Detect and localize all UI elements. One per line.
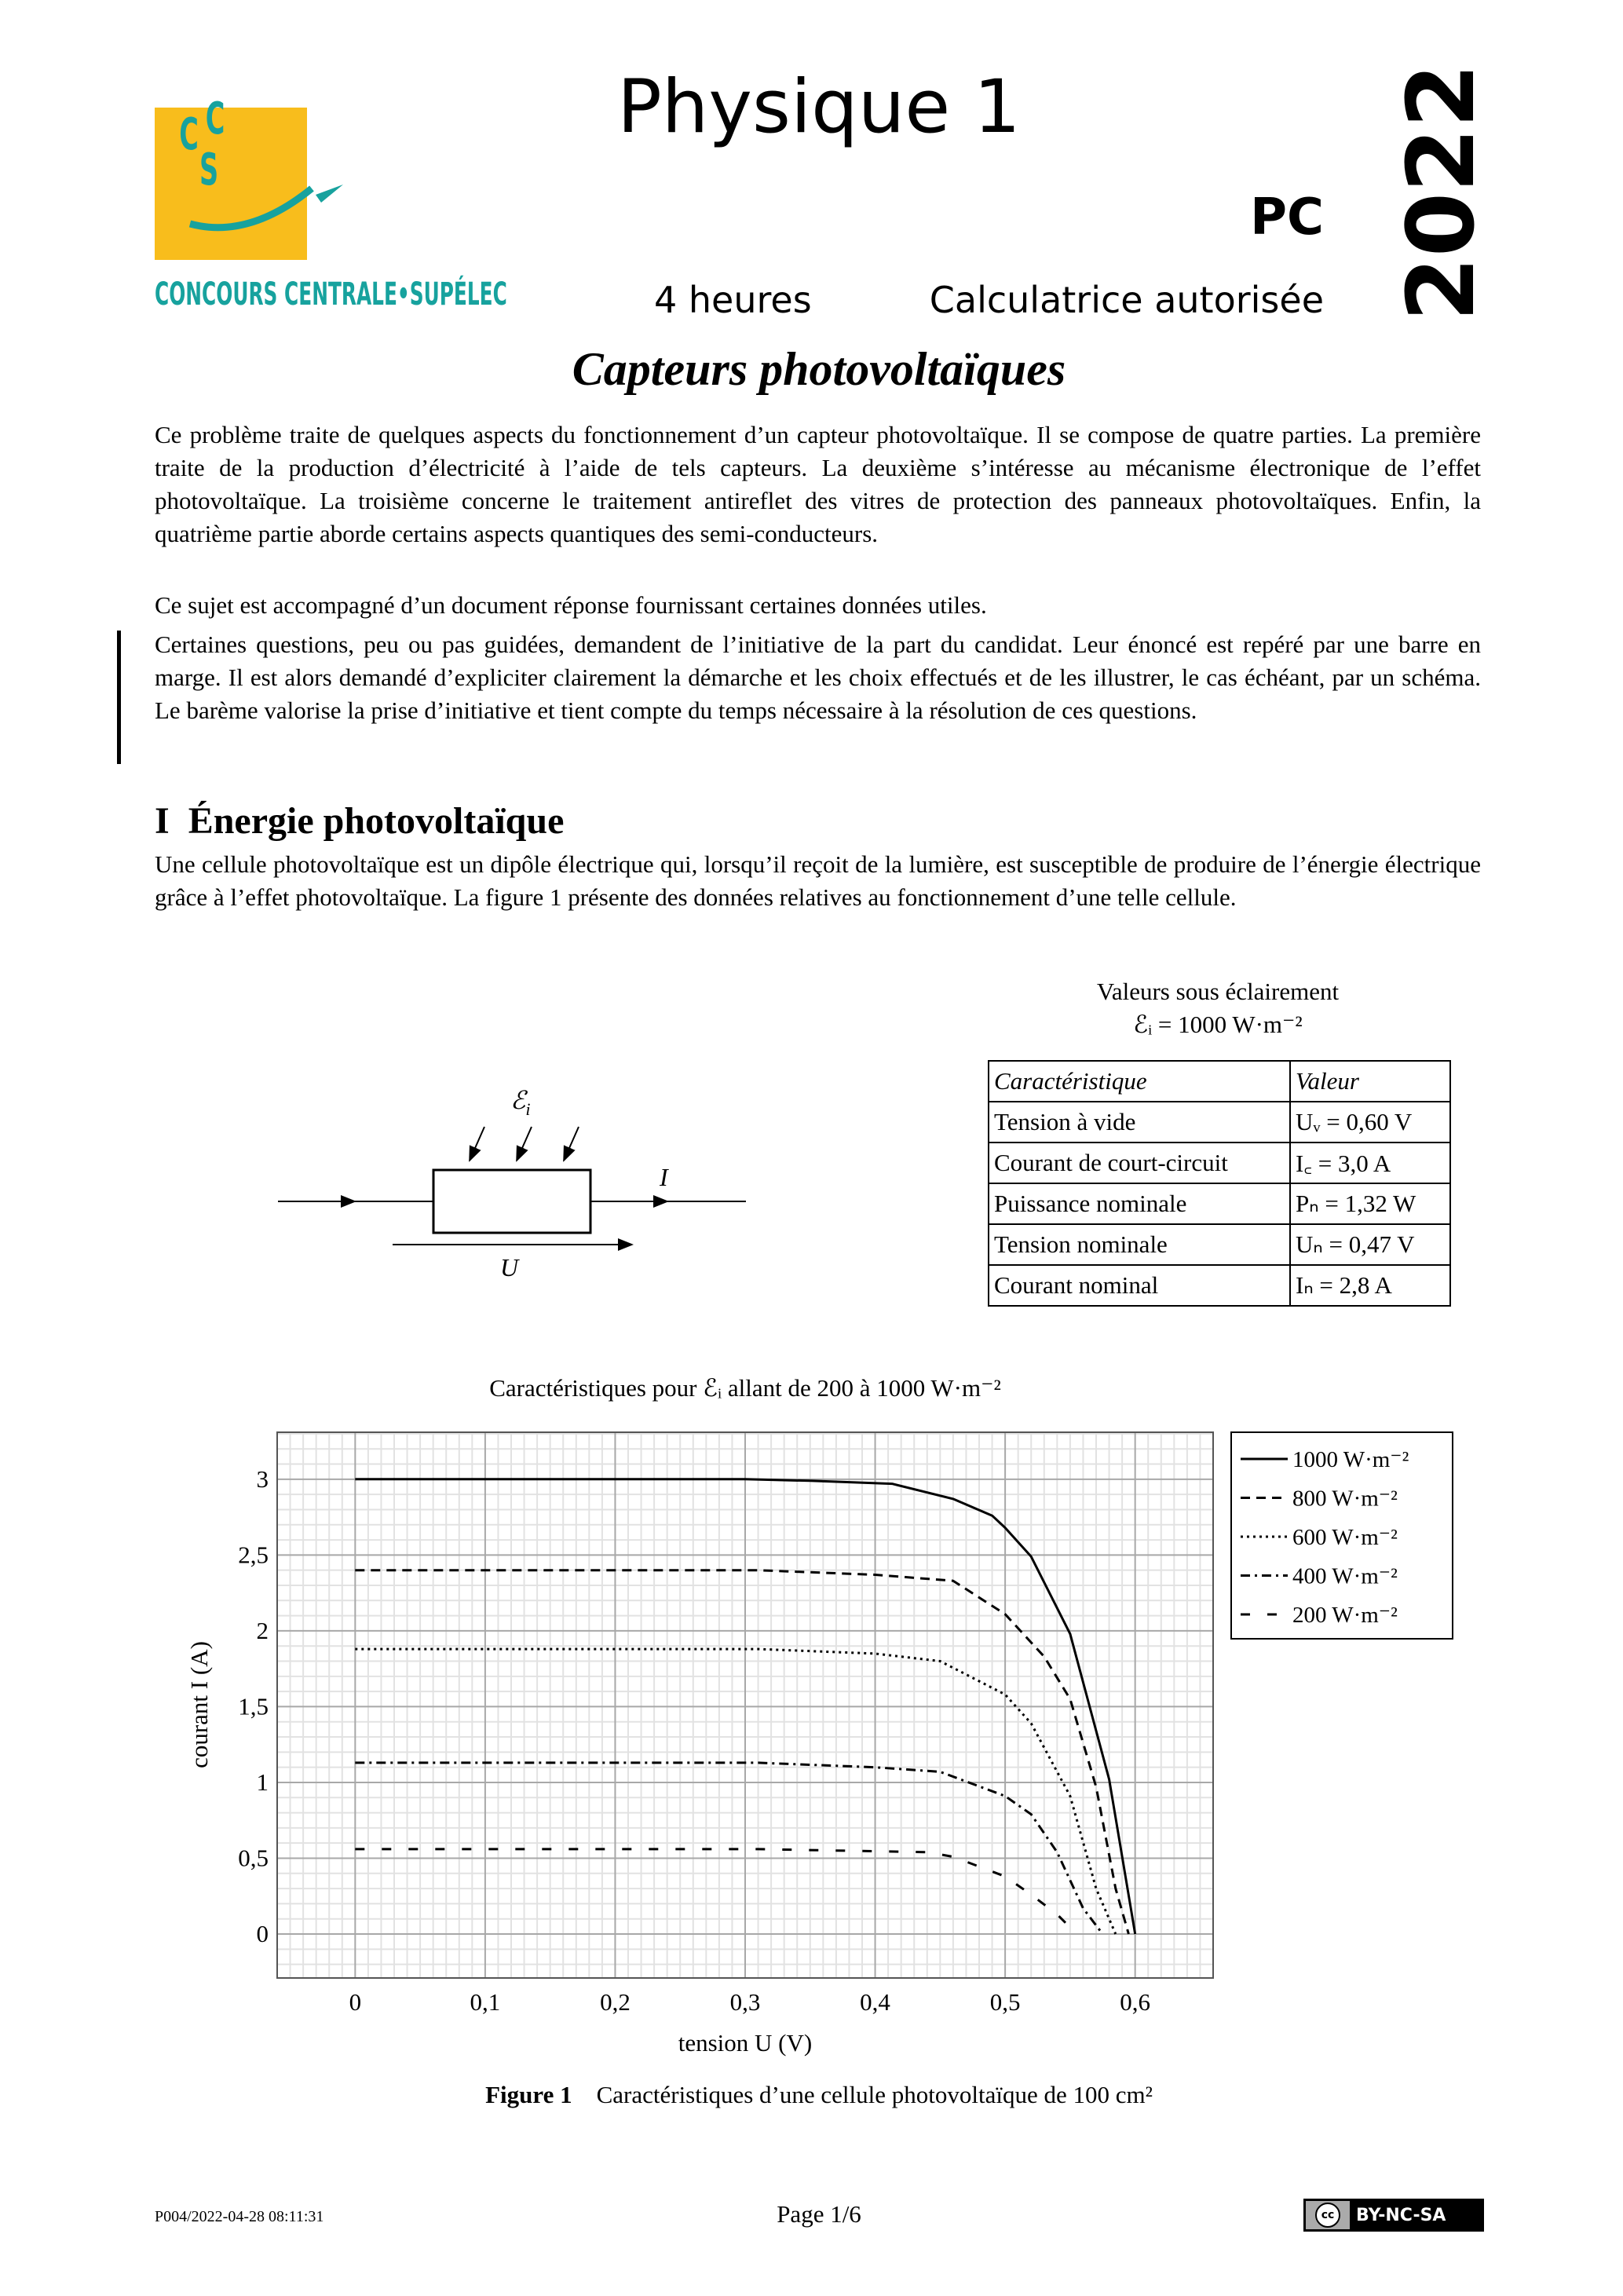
illumination-label: ℰi — [510, 1086, 531, 1119]
plot-frame — [276, 1431, 1214, 1979]
legend-label: 400 W·m⁻² — [1292, 1564, 1398, 1589]
legend-label: 200 W·m⁻² — [1292, 1603, 1398, 1628]
cc-icon: cc — [1306, 2201, 1350, 2229]
y-tick-label: 0 — [257, 1920, 269, 1947]
x-tick-label: 0,6 — [1120, 1988, 1150, 2016]
series-line-dashed — [355, 1569, 1130, 1935]
page-number: Page 1/6 — [777, 2200, 861, 2228]
intro-paragraph-2: Ce sujet est accompagné d’un document ré… — [155, 591, 987, 619]
license-badge: cc BY-NC-SA — [1303, 2199, 1484, 2232]
table-row: Puissance nominale Pₙ = 1,32 W — [988, 1183, 1451, 1225]
circuit-diagram: ℰi I U — [278, 1086, 746, 1281]
x-axis-label: tension U (V) — [678, 2029, 813, 2057]
legend-label: 800 W·m⁻² — [1292, 1486, 1398, 1512]
track-label: PC — [1250, 188, 1324, 247]
row-label: Courant de court-circuit — [988, 1142, 1291, 1184]
svg-text:C: C — [206, 93, 225, 144]
series-line-loosely-dashed — [355, 1848, 1078, 1936]
x-tick-label: 0,4 — [860, 1988, 890, 2016]
row-label: Courant nominal — [988, 1264, 1291, 1307]
document-title: Capteurs photovoltaïques — [572, 343, 1066, 395]
intro-paragraph-3: Certaines questions, peu ou pas guidées,… — [155, 631, 1481, 724]
calculator-label: Calculatrice autorisée — [929, 279, 1324, 321]
header-characteristic: Caractéristique — [988, 1060, 1291, 1102]
intro-paragraph-1: Ce problème traite de quelques aspects d… — [155, 421, 1481, 547]
y-axis-label: courant I (A) — [185, 1641, 213, 1768]
row-value: Pₙ = 1,32 W — [1289, 1183, 1451, 1225]
x-tick-label: 0,2 — [600, 1988, 631, 2016]
y-tick-label: 1 — [257, 1768, 269, 1796]
series-line-solid — [355, 1478, 1137, 1935]
duration-label: 4 heures — [654, 279, 812, 321]
x-tick-label: 0 — [349, 1988, 362, 2016]
legend-box — [1230, 1431, 1453, 1640]
table-caption-line2: ℰᵢ = 1000 W·m⁻² — [1133, 1011, 1303, 1038]
header-value: Valeur — [1289, 1060, 1451, 1102]
row-label: Tension à vide — [988, 1101, 1291, 1143]
y-tick-label: 2 — [257, 1617, 269, 1644]
values-table: Caractéristique Valeur Tension à vide Uᵥ … — [988, 1060, 1451, 1307]
y-tick-label: 3 — [257, 1465, 269, 1493]
table-row: Tension à vide Uᵥ = 0,60 V — [988, 1101, 1451, 1143]
section-number: I — [155, 800, 170, 842]
row-label: Tension nominale — [988, 1223, 1291, 1266]
x-tick-label: 0,1 — [470, 1988, 501, 2016]
voltage-label: U — [500, 1253, 520, 1281]
row-value: Iₙ = 2,8 A — [1289, 1264, 1451, 1307]
ccs-logo-icon: C C S — [155, 93, 343, 260]
row-value: Uₙ = 0,47 V — [1289, 1223, 1451, 1266]
table-row: Tension nominale Uₙ = 0,47 V — [988, 1223, 1451, 1266]
y-tick-label: 1,5 — [238, 1692, 269, 1720]
initiative-margin-bar — [117, 631, 121, 764]
figure-caption: Figure 1 Caractéristiques d’une cellule … — [269, 2081, 1369, 2109]
table-header-row: Caractéristique Valeur — [988, 1060, 1451, 1102]
y-tick-label: 0,5 — [238, 1844, 269, 1871]
current-label: I — [659, 1163, 669, 1191]
license-text: BY-NC-SA — [1356, 2205, 1446, 2225]
table-row: Courant nominal Iₙ = 2,8 A — [988, 1264, 1451, 1307]
subject-title: Physique 1 — [617, 64, 1021, 150]
row-value: I꜀ = 3,0 A — [1289, 1142, 1451, 1184]
chart-title: Caractéristiques pour ℰᵢ allant de 200 à… — [489, 1374, 1001, 1402]
footer-code: P004/2022-04-28 08:11:31 — [155, 2208, 324, 2225]
legend-label: 600 W·m⁻² — [1292, 1525, 1398, 1550]
y-tick-label: 2,5 — [238, 1541, 269, 1568]
row-label: Puissance nominale — [988, 1183, 1291, 1225]
section-title: Énergie photovoltaïque — [188, 800, 565, 842]
x-tick-label: 0,3 — [730, 1988, 761, 2016]
figure-label: Figure 1 — [485, 2081, 572, 2108]
table-row: Courant de court-circuit I꜀ = 3,0 A — [988, 1142, 1451, 1184]
ccs-logo: C C S — [155, 79, 359, 267]
legend-label: 1000 W·m⁻² — [1292, 1447, 1409, 1472]
series-line-dotted — [355, 1647, 1117, 1935]
x-tick-label: 0,5 — [990, 1988, 1021, 2016]
row-value: Uᵥ = 0,60 V — [1289, 1101, 1451, 1143]
section-heading: I Énergie photovoltaïque — [155, 799, 564, 843]
svg-text:S: S — [199, 144, 218, 195]
svg-text:C: C — [179, 108, 199, 159]
section-paragraph: Une cellule photovoltaïque est un dipôle… — [155, 850, 1481, 911]
figure-caption-text: Caractéristiques d’une cellule photovolt… — [596, 2081, 1153, 2108]
logo-caption: CONCOURS CENTRALE•SUPÉLEC — [155, 276, 507, 313]
table-caption-line1: Valeurs sous éclairement — [1096, 978, 1340, 1005]
